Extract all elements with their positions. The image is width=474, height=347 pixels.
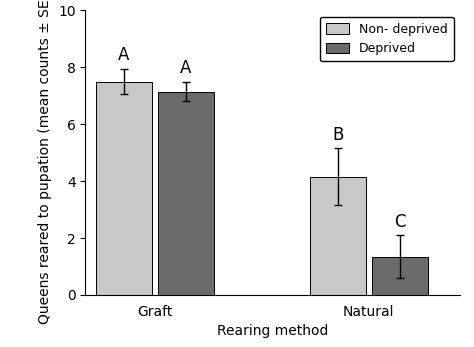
X-axis label: Rearing method: Rearing method [217,324,328,338]
Bar [158,92,214,295]
Text: A: A [118,46,129,65]
Text: C: C [394,213,406,231]
Y-axis label: Queens reared to pupation (mean counts ± SEM): Queens reared to pupation (mean counts ±… [38,0,53,324]
Bar [372,256,428,295]
Legend: Non- deprived, Deprived: Non- deprived, Deprived [320,17,454,61]
Text: A: A [180,59,191,77]
Bar [96,82,152,295]
Bar [310,177,365,295]
Text: B: B [332,126,344,144]
